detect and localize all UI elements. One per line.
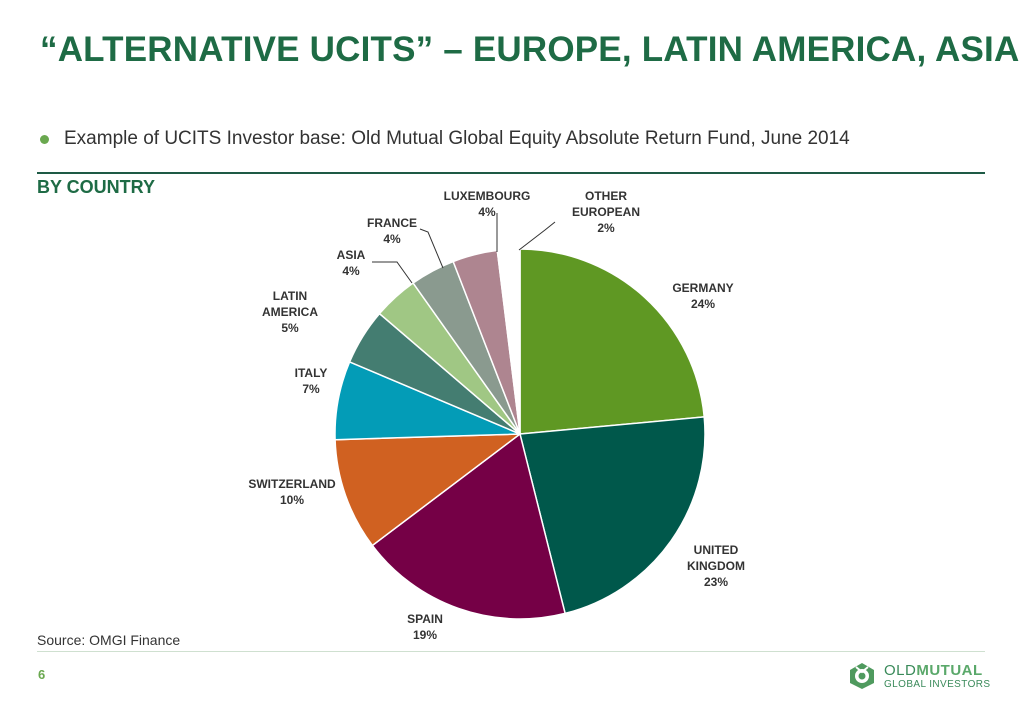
pie-slice-switzerland — [334, 433, 523, 547]
slice-label-other-european: OTHER EUROPEAN 2% — [572, 189, 640, 235]
slice-label-spain: SPAIN 19% — [407, 612, 443, 642]
leader-line — [372, 261, 413, 284]
section-heading: BY COUNTRY — [37, 177, 156, 197]
source-note: Source: OMGI Finance — [37, 632, 181, 648]
logo-old-text: OLD — [884, 661, 917, 679]
slide-title: “ALTERNATIVE UCITS” – EUROPE, LATIN AMER… — [40, 30, 1020, 69]
slice-label-united-kingdom: UNITED KINGDOM 23% — [687, 543, 745, 589]
company-logo: OLDMUTUAL GLOBAL INVESTORS — [848, 662, 990, 690]
logo-subtitle: GLOBAL INVESTORS — [884, 678, 991, 690]
leader-line — [419, 228, 444, 269]
bullet-item: Example of UCITS Investor base: Old Mutu… — [40, 128, 850, 150]
logo-wordmark: OLDMUTUAL — [884, 663, 990, 678]
footer-divider — [37, 651, 985, 652]
slice-label-luxembourg: LUXEMBOURG 4% — [444, 189, 531, 219]
slice-label-asia: ASIA 4% — [337, 248, 366, 278]
old-mutual-logo-icon — [850, 663, 874, 689]
leader-line — [518, 221, 556, 251]
pie-slice-united-kingdom — [519, 416, 706, 615]
header-divider — [37, 172, 985, 174]
slice-label-italy: ITALY 7% — [295, 366, 328, 396]
slice-label-germany: GERMANY 24% — [672, 281, 733, 311]
slice-label-switzerland: SWITZERLAND 10% — [248, 477, 336, 507]
page-number: 6 — [38, 667, 46, 682]
logo-mutual-text: MUTUAL — [916, 661, 983, 679]
bullet-dot-icon — [40, 134, 49, 144]
bullet-text: Example of UCITS Investor base: Old Mutu… — [64, 128, 850, 149]
pie-slice-germany — [519, 248, 706, 435]
slice-label-france: FRANCE 4% — [367, 216, 417, 246]
pie-slice-spain — [371, 432, 567, 620]
slice-label-latin-america: LATIN AMERICA 5% — [262, 289, 318, 335]
